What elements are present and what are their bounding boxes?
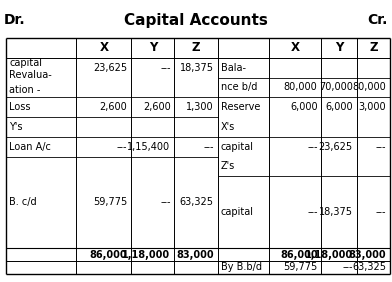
Text: ---: --- bbox=[376, 142, 386, 152]
Text: capital: capital bbox=[9, 58, 42, 69]
Text: Y: Y bbox=[335, 41, 343, 54]
Text: 83,000: 83,000 bbox=[348, 250, 386, 259]
Text: B. c/d: B. c/d bbox=[9, 197, 36, 207]
Text: ---: --- bbox=[307, 207, 318, 217]
Text: X: X bbox=[290, 41, 299, 54]
Text: Z's: Z's bbox=[221, 161, 235, 171]
Text: ation -: ation - bbox=[9, 85, 40, 94]
Text: ---: --- bbox=[203, 142, 214, 152]
Text: Reserve: Reserve bbox=[221, 102, 260, 112]
Text: Y: Y bbox=[149, 41, 157, 54]
Text: 80,000: 80,000 bbox=[352, 82, 386, 92]
Text: Loan A/c: Loan A/c bbox=[9, 142, 51, 152]
Text: 63,325: 63,325 bbox=[180, 197, 214, 207]
Text: ---: --- bbox=[117, 142, 127, 152]
Text: Z: Z bbox=[192, 41, 200, 54]
Text: Cr.: Cr. bbox=[368, 13, 388, 27]
Text: capital: capital bbox=[221, 207, 254, 217]
Text: X's: X's bbox=[221, 122, 235, 132]
Text: 6,000: 6,000 bbox=[290, 102, 318, 112]
Text: Dr.: Dr. bbox=[4, 13, 25, 27]
Text: ---: --- bbox=[160, 197, 171, 207]
Text: 59,775: 59,775 bbox=[283, 262, 318, 272]
Text: ---: --- bbox=[307, 142, 318, 152]
Text: 23,625: 23,625 bbox=[319, 142, 353, 152]
Text: Revalua-: Revalua- bbox=[9, 70, 52, 80]
Text: X: X bbox=[100, 41, 108, 54]
Text: 83,000: 83,000 bbox=[176, 250, 214, 259]
Text: 2,600: 2,600 bbox=[143, 102, 171, 112]
Text: ---: --- bbox=[160, 63, 171, 73]
Text: nce b/d: nce b/d bbox=[221, 82, 257, 92]
Text: By B.b/d: By B.b/d bbox=[221, 262, 262, 272]
Text: 18,375: 18,375 bbox=[319, 207, 353, 217]
Text: capital: capital bbox=[221, 142, 254, 152]
Text: Capital Accounts: Capital Accounts bbox=[124, 13, 268, 28]
Text: Z: Z bbox=[369, 41, 377, 54]
Text: 80,000: 80,000 bbox=[284, 82, 318, 92]
Text: 23,625: 23,625 bbox=[93, 63, 127, 73]
Text: 1,15,400: 1,15,400 bbox=[127, 142, 171, 152]
Text: Y's: Y's bbox=[9, 122, 22, 132]
Text: ---: --- bbox=[376, 207, 386, 217]
Text: 59,775: 59,775 bbox=[93, 197, 127, 207]
Text: Loss: Loss bbox=[9, 102, 31, 112]
Text: ---: --- bbox=[342, 262, 353, 272]
Text: 2,600: 2,600 bbox=[100, 102, 127, 112]
Text: 18,375: 18,375 bbox=[180, 63, 214, 73]
Text: Bala-: Bala- bbox=[221, 63, 246, 73]
Text: 6,000: 6,000 bbox=[325, 102, 353, 112]
Text: 70,000: 70,000 bbox=[319, 82, 353, 92]
Text: 1,300: 1,300 bbox=[186, 102, 214, 112]
Text: 1,18,000: 1,18,000 bbox=[122, 250, 171, 259]
Text: 86,000: 86,000 bbox=[90, 250, 127, 259]
Text: 1,18,000: 1,18,000 bbox=[305, 250, 353, 259]
Text: 3,000: 3,000 bbox=[359, 102, 386, 112]
Text: 86,000: 86,000 bbox=[280, 250, 318, 259]
Text: 63,325: 63,325 bbox=[352, 262, 386, 272]
